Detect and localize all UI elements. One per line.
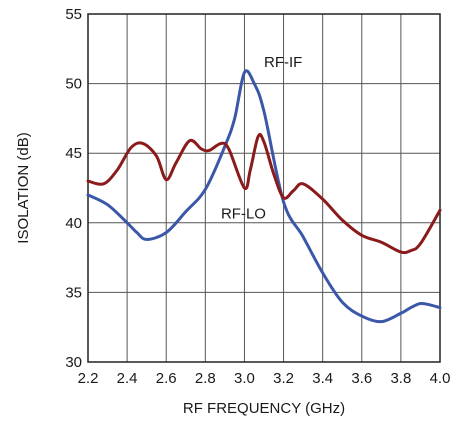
x-tick-label: 2.2 xyxy=(78,370,99,387)
y-tick-labels: 30 35 40 45 50 55 xyxy=(65,6,82,371)
x-tick-label: 3.4 xyxy=(312,370,333,387)
y-tick-label: 45 xyxy=(65,145,82,162)
y-tick-label: 55 xyxy=(65,6,82,23)
series-annotation: RF-IF xyxy=(264,54,302,71)
x-axis-title: RF FREQUENCY (GHz) xyxy=(183,400,345,417)
x-tick-label: 3.8 xyxy=(390,370,411,387)
x-tick-label: 3.6 xyxy=(351,370,372,387)
y-axis-title: ISOLATION (dB) xyxy=(15,132,32,243)
x-tick-label: 3.2 xyxy=(273,370,294,387)
series-annotations: RF-IF RF-LO xyxy=(221,54,302,223)
plot-frame xyxy=(87,13,441,363)
y-tick-label: 50 xyxy=(65,76,82,93)
x-tick-labels: 2.2 2.4 2.6 2.8 3.0 3.2 3.4 3.6 3.8 4.0 xyxy=(78,370,451,387)
x-tick-label: 2.8 xyxy=(195,370,216,387)
x-tick-label: 2.4 xyxy=(117,370,138,387)
series-annotation: RF-LO xyxy=(221,206,266,223)
y-tick-label: 30 xyxy=(65,354,82,371)
series-line-rf-lo xyxy=(86,133,442,255)
x-tick-label: 3.0 xyxy=(234,370,255,387)
x-tick-label: 4.0 xyxy=(430,370,451,387)
series-line-rf-if xyxy=(86,69,442,324)
y-tick-label: 35 xyxy=(65,284,82,301)
x-tick-label: 2.6 xyxy=(156,370,177,387)
series-layer xyxy=(86,69,442,324)
y-tick-label: 40 xyxy=(65,215,82,232)
